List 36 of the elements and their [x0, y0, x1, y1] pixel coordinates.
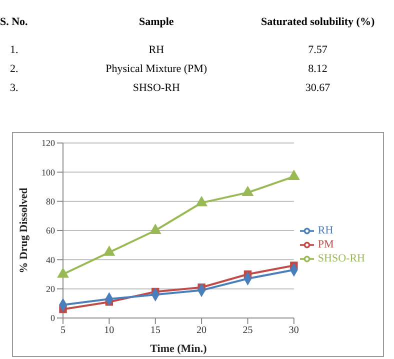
text: RH	[148, 42, 166, 58]
x-tick-label: 15	[150, 325, 160, 336]
legend-label: PM	[318, 238, 334, 250]
text: 2.	[9, 62, 20, 76]
text: 30.67	[304, 80, 332, 96]
text: Physical Mixture (PM)	[104, 62, 208, 76]
text: Sample	[138, 15, 175, 30]
text: 3.	[9, 80, 20, 96]
x-tick-label: 10	[104, 325, 114, 336]
point	[104, 246, 115, 256]
y-tick-label: 80	[46, 196, 56, 207]
y-axis-title: % Drug Dissolved	[18, 188, 30, 274]
y-tick-label: 120	[42, 138, 56, 148]
point	[57, 268, 69, 278]
y-tick-label: 60	[46, 226, 56, 236]
legend-label: SHSO-RH	[318, 252, 365, 264]
y-tick-label: 40	[46, 254, 56, 265]
text: Saturated solubility (%)	[260, 15, 376, 30]
point	[196, 196, 208, 206]
text: 7.57	[307, 42, 328, 58]
point	[150, 224, 161, 234]
point	[242, 186, 254, 196]
legend-label: RH	[318, 224, 334, 236]
y-tick-label: 100	[42, 167, 56, 178]
x-tick-label: 30	[288, 325, 299, 336]
text: 1.	[9, 42, 20, 58]
y-tick-label: 0	[50, 313, 56, 324]
text: SHSO-RH	[132, 80, 181, 96]
x-tick-label: 5	[60, 325, 66, 336]
x-tick-label: 20	[196, 325, 207, 336]
x-axis-title: Time (Min.)	[150, 343, 208, 355]
x-tick-label: 25	[242, 325, 253, 336]
text: 8.12	[307, 62, 328, 76]
point	[288, 170, 300, 180]
y-tick-label: 20	[46, 284, 56, 294]
text: S. No.	[0, 15, 29, 30]
